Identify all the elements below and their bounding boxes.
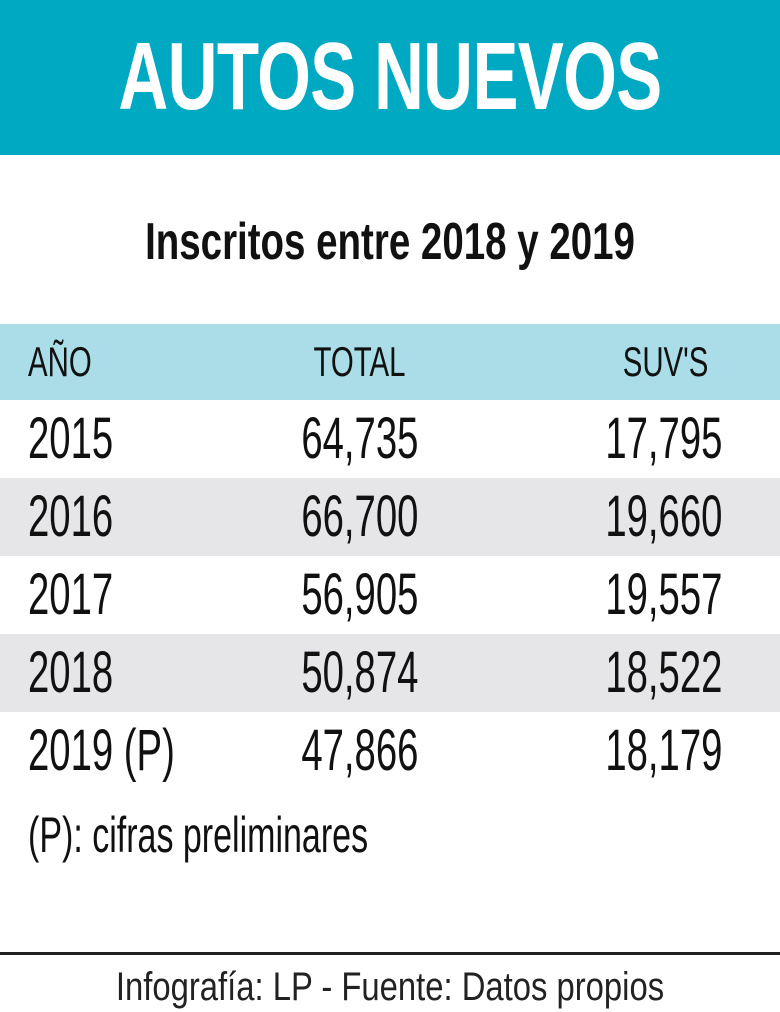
preliminary-note: (P): cifras preliminares [28, 807, 369, 863]
table-row: 2015 64,735 17,795 [0, 400, 780, 478]
table-row: 2019 (P) 47,866 18,179 [0, 712, 780, 790]
column-header-total: TOTAL [312, 338, 405, 385]
year-cell: 2016 [28, 484, 114, 549]
total-cell: 66,700 [300, 484, 418, 549]
table-row: 2017 56,905 19,557 [0, 556, 780, 634]
total-cell: 50,874 [300, 640, 418, 705]
year-cell: 2017 [28, 562, 114, 627]
table-row: 2018 50,874 18,522 [0, 634, 780, 712]
total-cell: 64,735 [300, 406, 418, 471]
suvs-cell: 18,179 [604, 718, 722, 783]
column-header-year: AÑO [28, 338, 92, 385]
suvs-cell: 19,557 [604, 562, 722, 627]
suvs-cell: 19,660 [604, 484, 722, 549]
page-title: AUTOS NUEVOS [118, 23, 662, 130]
table-header: AÑO TOTAL SUV'S [0, 324, 780, 400]
footer-divider [0, 952, 780, 955]
title-banner: AUTOS NUEVOS [0, 0, 780, 155]
year-cell: 2015 [28, 406, 114, 471]
year-cell: 2018 [28, 640, 114, 705]
total-cell: 56,905 [300, 562, 418, 627]
subtitle: Inscritos entre 2018 y 2019 [145, 213, 635, 271]
source-credit: Infografía: LP - Fuente: Datos propios [115, 965, 665, 1009]
table-row: 2016 66,700 19,660 [0, 478, 780, 556]
column-header-suvs: SUV'S [622, 338, 708, 385]
year-cell: 2019 (P) [28, 718, 175, 783]
suvs-cell: 17,795 [604, 406, 722, 471]
suvs-cell: 18,522 [604, 640, 722, 705]
total-cell: 47,866 [300, 718, 418, 783]
